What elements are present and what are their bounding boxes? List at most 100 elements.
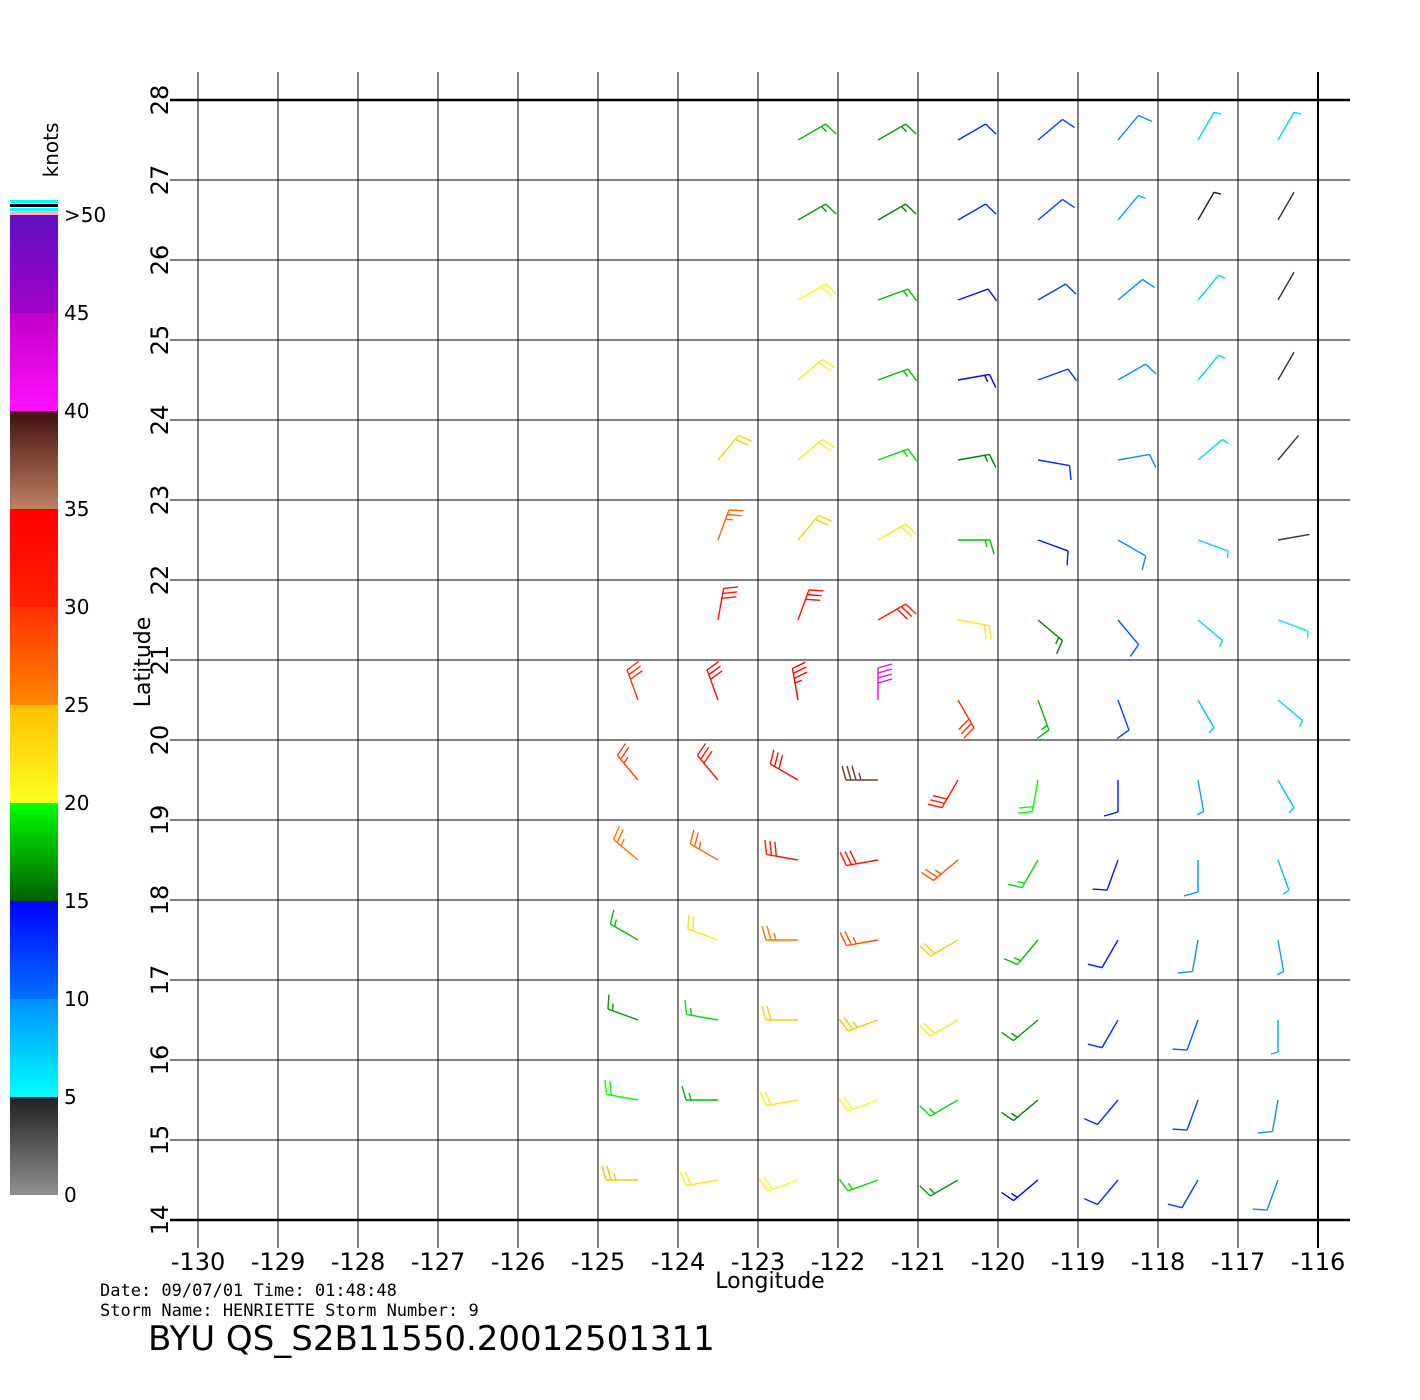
grid: -130 -129 -128 -127 -126 -125 -124 -123 -122 -121…: [146, 72, 1350, 1276]
x-tick-label: -118: [1131, 1248, 1185, 1276]
wind-barb: [919, 1019, 959, 1037]
colorbar-band: [10, 509, 58, 607]
wind-barb: [687, 914, 719, 941]
wind-barb: [841, 765, 878, 781]
y-tick-label: 24: [146, 405, 174, 436]
wind-barb: [604, 1079, 639, 1101]
x-tick-label: -127: [411, 1248, 465, 1276]
y-axis-label: Latitude: [131, 617, 156, 708]
wind-barb: [877, 288, 918, 302]
wind-barb: [1001, 1099, 1039, 1122]
y-tick-label: 22: [146, 565, 174, 596]
wind-barb: [1117, 363, 1157, 381]
wind-barb: [1036, 699, 1050, 740]
wind-barb: [759, 1091, 799, 1107]
wind-barb: [921, 859, 959, 882]
wind-barb: [1037, 283, 1077, 301]
wind-barb: [791, 661, 808, 701]
y-tick-label: 27: [146, 165, 174, 196]
wind-barb: [1037, 539, 1069, 566]
wind-barb: [626, 660, 643, 701]
wind-barb: [839, 931, 879, 947]
y-tick-label: 18: [146, 885, 174, 916]
wind-barb: [797, 438, 835, 461]
wind-barb: [1117, 619, 1140, 657]
wind-barb: [1257, 1099, 1279, 1134]
wind-barb: [877, 603, 917, 621]
x-tick-label: -120: [971, 1248, 1025, 1276]
wind-barb: [1037, 459, 1072, 481]
x-tick-label: -124: [651, 1248, 705, 1276]
y-tick-label: 15: [146, 1125, 174, 1156]
wind-barb: [764, 839, 799, 861]
colorbar-cap: [10, 200, 58, 203]
wind-barb: [616, 743, 639, 781]
wind-barb: [1197, 191, 1222, 221]
wind-barb: [1183, 860, 1199, 897]
wind-barb: [1270, 1020, 1279, 1055]
wind-barb: [681, 1085, 718, 1101]
colorbar-tick-label: 40: [64, 399, 89, 423]
y-tick-label: 14: [146, 1205, 174, 1236]
wind-barb: [1103, 780, 1119, 817]
wind-barb: [877, 523, 917, 541]
colorbar-band: [10, 215, 58, 313]
wind-barb: [958, 539, 995, 555]
wind-barb: [1197, 111, 1222, 141]
wind-barb: [758, 1177, 799, 1192]
wind-barb: [839, 850, 879, 867]
wind-barb: [1252, 1179, 1279, 1211]
wind-barb: [919, 1099, 959, 1117]
wind-barb: [706, 660, 723, 701]
wind-barb: [1003, 939, 1039, 966]
wind-barb: [607, 994, 639, 1021]
wind-barb: [1083, 1179, 1119, 1206]
colorbar-tick-label: 20: [64, 791, 89, 815]
wind-barb: [797, 589, 824, 621]
wind-barb: [1007, 859, 1039, 889]
wind-barb: [1087, 939, 1119, 969]
wind-barb: [1172, 1019, 1199, 1051]
wind-barb: [1197, 619, 1224, 648]
wind-barb: [1001, 1179, 1039, 1202]
wind-barb: [957, 288, 998, 302]
y-tick-label: 20: [146, 725, 174, 756]
colorbar-band: [10, 803, 58, 901]
wind-barb: [1117, 453, 1157, 468]
colorbar-tick-label: 30: [64, 595, 89, 619]
wind-barb: [1117, 278, 1155, 301]
wind-barb: [1197, 274, 1226, 301]
x-tick-label: -128: [331, 1248, 385, 1276]
colorbar-band: [10, 607, 58, 705]
colorbar-tick-label: 45: [64, 301, 89, 325]
wind-barb: [957, 619, 992, 641]
wind-barb: [1172, 1099, 1199, 1131]
colorbar-cap: [10, 212, 58, 215]
wind-barb: [1277, 619, 1309, 639]
wind-barb: [1037, 368, 1078, 382]
wind-barb: [1197, 699, 1215, 734]
wind-barb: [1277, 699, 1304, 728]
colorbar-tick-label: 35: [64, 497, 89, 521]
wind-barb: [609, 909, 639, 941]
wind-barb: [1196, 779, 1205, 816]
wind-barb: [1117, 194, 1146, 221]
wind-barb: [838, 1178, 879, 1192]
wind-barb: [1277, 191, 1295, 221]
x-tick-label: -125: [571, 1248, 625, 1276]
wind-barb: [612, 825, 639, 861]
wind-barb: [877, 448, 918, 462]
wind-barb: [1117, 539, 1147, 571]
wind-barb: [957, 453, 997, 468]
wind-barb: [761, 1005, 798, 1021]
y-tick-label: 26: [146, 245, 174, 276]
x-tick-label: -130: [171, 1248, 225, 1276]
wind-barb: [1197, 354, 1226, 381]
x-tick-label: -117: [1211, 1248, 1265, 1276]
x-tick-label: -126: [491, 1248, 545, 1276]
wind-barb: [1017, 779, 1039, 814]
wind-barb: [1037, 619, 1064, 655]
wind-barb: [696, 743, 719, 781]
wind-barb: [1197, 539, 1229, 559]
